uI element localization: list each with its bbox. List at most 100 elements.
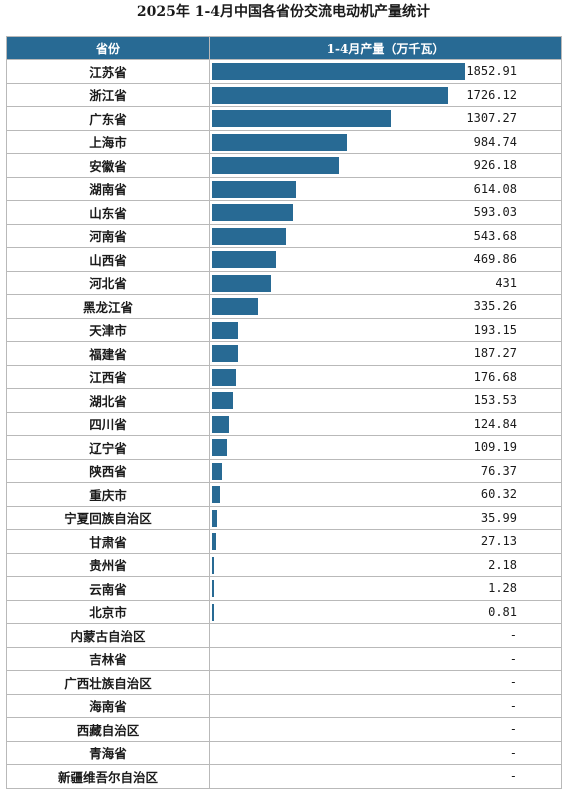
value-cell: 335.26 [209, 294, 562, 319]
province-label: 江苏省 [6, 59, 210, 84]
table-row: 青海省 - [6, 740, 562, 765]
value-label: - [509, 698, 517, 713]
value-label: - [509, 769, 517, 783]
province-label: 黑龙江省 [6, 294, 210, 319]
value-label: 0.81 [488, 604, 517, 619]
value-cell: 109.19 [209, 435, 562, 460]
value-cell: - [209, 646, 562, 671]
bar [212, 110, 391, 127]
province-label: 河南省 [6, 223, 210, 248]
table-row: 广东省 1307.27 [6, 106, 562, 131]
value-label: 614.08 [473, 181, 517, 196]
province-label: 重庆市 [6, 482, 210, 507]
province-label: 西藏自治区 [6, 717, 210, 742]
value-label: 35.99 [480, 510, 517, 525]
province-label: 辽宁省 [6, 435, 210, 460]
province-label: 贵州省 [6, 552, 210, 577]
value-cell: 469.86 [209, 247, 562, 272]
province-label: 云南省 [6, 576, 210, 601]
value-label: 1852.91 [466, 64, 517, 78]
bar [212, 556, 214, 574]
value-label: 2.18 [488, 557, 517, 572]
bar [212, 415, 229, 433]
value-label: 153.53 [473, 393, 517, 407]
value-label: 431 [495, 275, 517, 290]
value-label: - [509, 651, 517, 666]
bar [212, 392, 233, 409]
province-label: 宁夏回族自治区 [6, 505, 210, 530]
value-label: 984.74 [473, 134, 517, 149]
bar [212, 345, 238, 362]
value-label: 76.37 [480, 463, 517, 478]
table-row: 山西省 469.86 [6, 247, 562, 272]
chart-title: 2025年 1-4月中国各省份交流电动机产量统计 [136, 4, 431, 20]
value-cell: 0.81 [209, 599, 562, 624]
value-label: 187.27 [473, 346, 517, 360]
table-body: 江苏省 1852.91 浙江省 1726.12 广东省 1307.27 上海市 984.74 安… [6, 59, 562, 789]
table-row: 上海市 984.74 [6, 129, 562, 154]
bar [212, 274, 271, 292]
value-label: 109.19 [473, 440, 517, 454]
value-cell: 124.84 [209, 411, 562, 436]
value-label: 1307.27 [466, 111, 517, 125]
value-cell: 1.28 [209, 576, 562, 601]
table-row: 黑龙江省 335.26 [6, 294, 562, 319]
value-cell: 2.18 [209, 552, 562, 577]
province-label: 内蒙古自治区 [6, 623, 210, 648]
province-label: 天津市 [6, 317, 210, 342]
bar [212, 180, 296, 198]
province-label: 四川省 [6, 411, 210, 436]
province-label: 新疆维吾尔自治区 [6, 764, 210, 789]
value-cell: 60.32 [209, 482, 562, 507]
table-row: 重庆市 60.32 [6, 482, 562, 507]
value-label: - [509, 628, 517, 642]
value-label: 593.03 [473, 205, 517, 219]
table-row: 山东省 593.03 [6, 200, 562, 225]
table-row: 福建省 187.27 [6, 341, 562, 366]
value-label: 1.28 [488, 581, 517, 595]
table-row: 浙江省 1726.12 [6, 82, 562, 107]
province-label: 山西省 [6, 247, 210, 272]
value-label: 335.26 [473, 299, 517, 313]
province-label: 福建省 [6, 341, 210, 366]
bar [212, 486, 221, 503]
value-label: 926.18 [473, 158, 517, 172]
table-row: 河南省 543.68 [6, 223, 562, 248]
value-cell: - [209, 670, 562, 695]
value-label: 124.84 [473, 416, 517, 431]
value-label: - [509, 745, 517, 760]
bar [212, 533, 216, 550]
value-cell: - [209, 693, 562, 718]
bar [212, 251, 277, 268]
value-label: 60.32 [480, 487, 517, 501]
value-label: 193.15 [473, 322, 517, 337]
table-row: 湖南省 614.08 [6, 176, 562, 201]
province-label: 广东省 [6, 106, 210, 131]
value-cell: 193.15 [209, 317, 562, 342]
province-label: 甘肃省 [6, 529, 210, 554]
value-cell: 35.99 [209, 505, 562, 530]
value-cell: 1307.27 [209, 106, 562, 131]
value-cell: 984.74 [209, 129, 562, 154]
table-row: 北京市 0.81 [6, 599, 562, 624]
value-label: 176.68 [473, 369, 517, 384]
province-label: 浙江省 [6, 82, 210, 107]
value-cell: 187.27 [209, 341, 562, 366]
value-cell: 431 [209, 270, 562, 295]
province-label: 安徽省 [6, 153, 210, 178]
bar [212, 321, 239, 339]
table-row: 宁夏回族自治区 35.99 [6, 505, 562, 530]
table-row: 江西省 176.68 [6, 364, 562, 389]
table-row: 海南省 - [6, 693, 562, 718]
table-row: 新疆维吾尔自治区 - [6, 764, 562, 789]
province-label: 广西壮族自治区 [6, 670, 210, 695]
production-table: 省份 1-4月产量（万千瓦） 江苏省 1852.91 浙江省 1726.12 广东省 13… [6, 36, 562, 789]
table-row: 内蒙古自治区 - [6, 623, 562, 648]
value-cell: - [209, 623, 562, 648]
value-label: 27.13 [480, 534, 517, 548]
value-label: - [509, 722, 517, 736]
value-cell: 153.53 [209, 388, 562, 413]
value-cell: - [209, 717, 562, 742]
table-row: 云南省 1.28 [6, 576, 562, 601]
province-label: 湖北省 [6, 388, 210, 413]
